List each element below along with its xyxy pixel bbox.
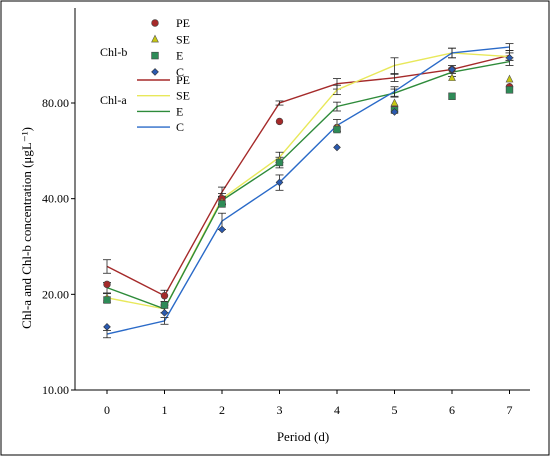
chl-b-se-point	[390, 98, 399, 107]
legend-label-se: SE	[176, 32, 190, 46]
legend-label-pe: PE	[176, 16, 190, 30]
y-tick-label: 20.00	[42, 287, 69, 301]
legend-marker-pe	[151, 19, 159, 27]
y-tick-label: 40.00	[42, 192, 69, 206]
x-tick-label: 4	[334, 403, 340, 417]
chl-b-c-point	[275, 178, 284, 187]
x-axis-title: Period (d)	[277, 429, 329, 444]
chl-b-e-point	[103, 296, 111, 304]
chl-b-c-point	[103, 323, 111, 331]
chl-b-e-point	[160, 301, 169, 309]
legend-label-e: E	[176, 104, 183, 118]
y-tick-label: 10.00	[42, 383, 69, 397]
chl-b-c-point	[505, 53, 514, 62]
chl-a-c-line	[106, 46, 510, 335]
chl-b-c-point	[333, 143, 341, 152]
chl-b-se-point	[505, 74, 514, 83]
legend-label-se: SE	[176, 89, 190, 103]
chl-b-pe-point	[275, 117, 284, 126]
chl-b-pe-point	[160, 292, 169, 300]
legend-label-c: C	[176, 65, 184, 79]
chl-b-c-point	[390, 108, 399, 116]
chl-b-c-point	[448, 65, 456, 74]
legend-marker-se	[151, 34, 159, 43]
x-tick-label: 6	[449, 403, 455, 417]
legend-marker-e	[151, 51, 159, 60]
legend-label-e: E	[176, 49, 183, 63]
legend-marker-c	[151, 68, 159, 76]
chl-b-se-point	[448, 73, 456, 81]
legend-label-c: C	[176, 120, 184, 134]
chl-b-e-point	[505, 86, 514, 94]
chl-a-e-line	[106, 60, 510, 310]
chl-b-e-point	[448, 92, 456, 100]
legend-label-pe: PE	[176, 73, 190, 87]
y-axis-title: Chl-a and Chl-b concentration (μgL⁻¹)	[19, 127, 34, 329]
x-tick-label: 5	[392, 403, 398, 417]
chl-b-e-point	[333, 125, 341, 134]
x-tick-label: 3	[277, 403, 283, 417]
chl-b-c-point	[218, 225, 226, 234]
chl-a-pe-line	[106, 54, 510, 297]
chl-b-pe-point	[103, 280, 111, 289]
x-tick-label: 7	[507, 403, 513, 417]
chl-b-c-point	[160, 308, 169, 317]
y-tick-label: 80.00	[42, 96, 69, 110]
x-tick-label: 1	[162, 403, 168, 417]
x-tick-label: 2	[219, 403, 225, 417]
legend-group-label-chl-a: Chl-a	[100, 93, 127, 107]
chl-b-e-point	[275, 158, 284, 167]
legend-group-label-chl-b: Chl-b	[100, 45, 127, 59]
x-tick-label: 0	[104, 403, 110, 417]
chl-b-e-point	[218, 200, 226, 208]
